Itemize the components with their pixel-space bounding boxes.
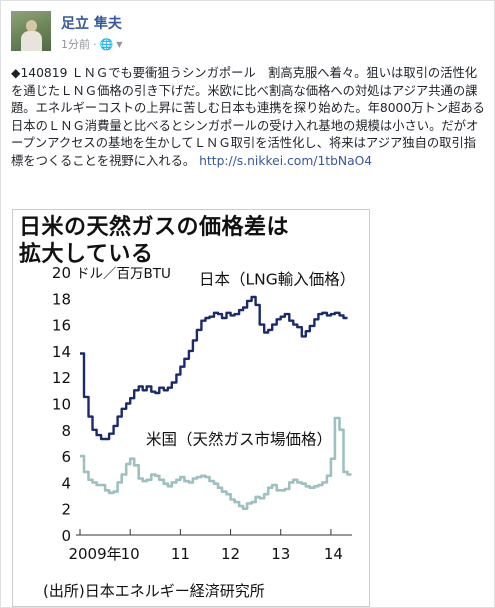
y-tick-label: 8 [61,422,71,440]
y-tick-label: 14 [52,343,71,361]
avatar-body-shape [21,31,42,51]
chart-source: (出所)日本エネルギー経済研究所 [43,582,265,600]
y-tick-label: 16 [52,317,71,335]
y-tick-label: 18 [52,290,71,308]
chart-title-line-1: 日米の天然ガスの価格差は [19,215,290,240]
series-label-us: 米国（天然ガス市場価格） [146,430,332,448]
x-tick-label: 14 [324,545,343,563]
author-avatar[interactable] [11,11,51,51]
dot-separator: · [93,37,97,51]
post-timestamp[interactable]: 1分前 [61,38,90,51]
post-text: ◆140819 ＬＮＧでも要衝狙うシンガポール 割高克服へ着々。狙いは取引の活性… [11,65,487,170]
y-axis-label: ドル／百万BTU [76,266,171,282]
author-name[interactable]: 足立 隼夫 [61,16,122,32]
y-tick-label: 12 [52,369,71,387]
avatar-head-shape [26,20,37,32]
y-tick-label: 2 [61,501,71,519]
chevron-down-icon[interactable]: ▼ [116,39,123,49]
y-tick-label: 6 [61,448,71,466]
x-tick-label: 13 [271,545,290,563]
series-line-us [80,416,352,510]
x-tick-label: 11 [171,545,190,563]
y-tick-label: 10 [52,396,71,414]
x-tick-label: 10 [121,545,140,563]
series-label-japan: 日本（LNG輸入価格） [199,270,355,288]
globe-icon[interactable]: 🌐 [99,37,114,51]
post-body: ◆140819 ＬＮＧでも要衝狙うシンガポール 割高克服へ着々。狙いは取引の活性… [11,66,485,168]
y-tick-label: 0 [61,527,71,545]
x-tick-label: 12 [221,545,240,563]
chart-title: 日米の天然ガスの価格差は 拡大している [19,214,289,268]
post-meta: 1分前 · 🌐 ▼ [61,36,122,52]
series-line-japan [80,295,348,441]
y-tick-label: 20 [52,264,71,282]
y-tick-label: 4 [61,474,71,492]
chart-image[interactable]: 日米の天然ガスの価格差は 拡大している 0 2 4 6 8 10 12 14 16 18 20 ドル／… [12,209,370,607]
chart-title-line-2: 拡大している [19,242,154,267]
x-tick-label: 2009年 [68,545,121,563]
post-link[interactable]: http://s.nikkei.com/1tbNaO4 [199,153,373,168]
